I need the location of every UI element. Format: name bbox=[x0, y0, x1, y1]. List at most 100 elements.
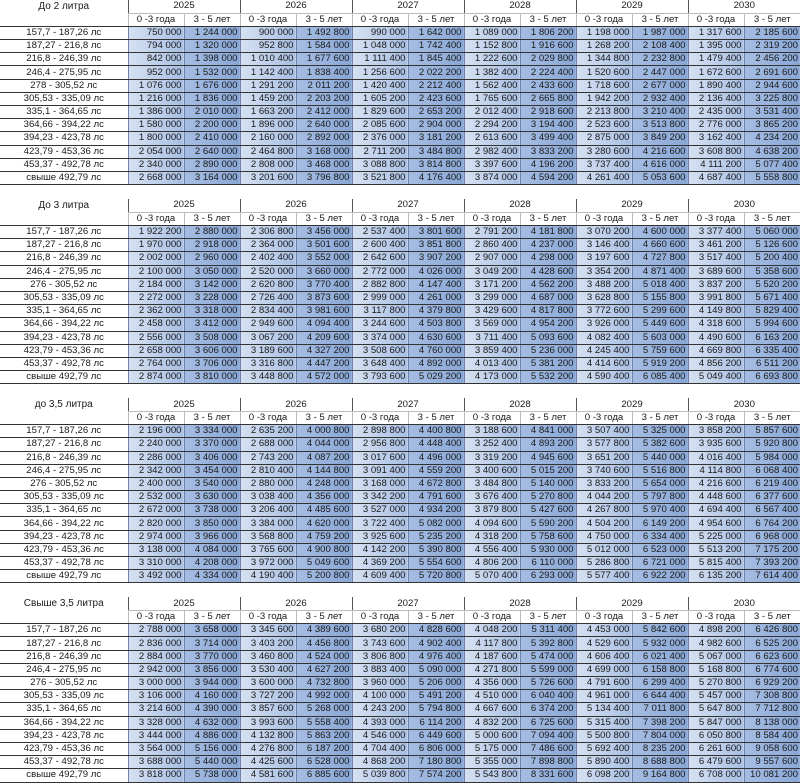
price-cell: 2 196 000 bbox=[127, 424, 184, 439]
price-cell: 3 814 800 bbox=[407, 158, 464, 172]
power-range-label: 423,79 - 453,36 лс bbox=[0, 742, 128, 757]
power-range-label: свыше 492,79 лс bbox=[0, 171, 128, 186]
price-cell: 7 393 200 bbox=[743, 556, 800, 571]
price-cell: 2 011 200 bbox=[295, 79, 352, 93]
power-range-label: 276 - 305,52 лс bbox=[0, 477, 128, 492]
table-row: свыше 492,79 лс 3 492 000 4 334 000 4 190 4… bbox=[0, 569, 800, 584]
power-range-label: 305,53 - 335,09 лс bbox=[0, 689, 128, 704]
price-cell: 3 793 600 bbox=[351, 370, 408, 385]
table-row: 364,66 - 394,22 лс 1 580 000 2 200 000 1 89… bbox=[0, 118, 800, 133]
price-cell: 1 111 400 bbox=[351, 52, 408, 67]
price-cell: 3 228 000 bbox=[183, 291, 240, 306]
price-cell: 3 810 000 bbox=[183, 370, 240, 385]
power-range-label: 335,1 - 364,65 лс bbox=[0, 105, 128, 120]
price-cell: 4 026 000 bbox=[407, 265, 464, 279]
power-range-label: 276 - 305,52 лс bbox=[0, 676, 128, 691]
price-cell: 3 658 000 bbox=[183, 623, 240, 638]
price-cell: 9 164 800 bbox=[631, 768, 688, 783]
power-range-label: 187,27 - 216,8 лс bbox=[0, 437, 128, 452]
price-cell: 1 605 200 bbox=[351, 92, 408, 107]
price-cell: 3 568 800 bbox=[239, 530, 296, 544]
price-cell: 3 162 400 bbox=[687, 131, 744, 146]
price-cell: 5 140 000 bbox=[519, 477, 576, 492]
price-cell: 2 776 000 bbox=[687, 118, 744, 133]
age-0-3-header: 0 -3 года bbox=[239, 212, 296, 227]
age-0-3-header: 0 -3 года bbox=[239, 13, 296, 27]
price-cell: 3 244 600 bbox=[351, 317, 408, 332]
power-range-label: 364,66 - 394,22 лс bbox=[0, 516, 128, 531]
age-3-5-header: 3 - 5 лет bbox=[519, 13, 576, 27]
price-cell: 4 638 200 bbox=[743, 145, 800, 159]
power-range-label: 394,23 - 423,78 лс bbox=[0, 331, 128, 345]
price-cell: 5 930 000 bbox=[519, 543, 576, 558]
price-cell: 5 077 400 bbox=[743, 158, 800, 172]
price-cell: 5 235 200 bbox=[407, 530, 464, 544]
power-range-label: 423,79 - 453,36 лс bbox=[0, 344, 128, 358]
price-cell: 4 448 600 bbox=[687, 490, 744, 505]
power-range-label: 335,1 - 364,65 лс bbox=[0, 702, 128, 717]
price-cell: 2 240 000 bbox=[127, 437, 184, 452]
price-cell: 3 499 400 bbox=[519, 131, 576, 146]
price-cell: 3 833 200 bbox=[575, 477, 632, 492]
price-cell: 2 640 000 bbox=[295, 118, 352, 133]
price-cell: 5 491 200 bbox=[407, 689, 464, 704]
price-cell: 5 738 000 bbox=[183, 768, 240, 783]
power-range-label: 305,53 - 335,09 лс bbox=[0, 490, 128, 505]
price-cell: 2 364 000 bbox=[239, 238, 296, 253]
price-cell: 5 449 600 bbox=[631, 317, 688, 332]
table-title: до 3,5 литра bbox=[34, 398, 93, 410]
price-cell: 4 016 400 bbox=[687, 451, 744, 465]
price-cell: 3 501 600 bbox=[295, 238, 352, 253]
power-range-label: 453,37 - 492,78 лс bbox=[0, 357, 128, 372]
price-cell: 4 817 800 bbox=[519, 304, 576, 319]
power-range-label: 305,53 - 335,09 лс bbox=[0, 291, 128, 306]
price-cell: 3 569 000 bbox=[463, 317, 520, 332]
price-cell: 2 412 000 bbox=[295, 105, 352, 120]
price-cell: 7 614 400 bbox=[743, 569, 800, 584]
price-cell: 3 737 400 bbox=[575, 158, 632, 172]
year-header: 2026 bbox=[239, 398, 352, 412]
price-cell: 3 460 800 bbox=[239, 650, 296, 664]
price-cell: 5 000 600 bbox=[463, 729, 520, 743]
price-cell: 4 828 600 bbox=[407, 623, 464, 638]
power-range-label: 157,7 - 187,26 лс bbox=[0, 424, 128, 439]
price-cell: 3 319 200 bbox=[463, 451, 520, 465]
price-cell: 6 219 400 bbox=[743, 477, 800, 492]
price-cell: 3 448 800 bbox=[239, 370, 296, 385]
price-table-block: До 2 литра 2025 2026 2027 2028 2029 2030 0 -3 г… bbox=[0, 0, 800, 186]
price-cell: 4 594 200 bbox=[519, 171, 576, 186]
age-3-5-header: 3 - 5 лет bbox=[295, 411, 352, 426]
price-cell: 4 393 000 bbox=[351, 716, 408, 730]
price-cell: 5 093 600 bbox=[519, 331, 576, 345]
table-row: 305,53 - 335,09 лс 2 272 000 3 228 000 2 72… bbox=[0, 291, 800, 306]
price-cell: 1 676 000 bbox=[183, 79, 240, 93]
price-cell: 3 000 000 bbox=[127, 676, 184, 691]
price-cell: 3 456 000 bbox=[295, 225, 352, 240]
year-header: 2027 bbox=[351, 398, 464, 412]
price-cell: 4 369 200 bbox=[351, 556, 408, 571]
price-cell: 6 806 000 bbox=[407, 742, 464, 757]
price-cell: 5 919 200 bbox=[631, 357, 688, 372]
price-cell: 4 620 000 bbox=[295, 516, 352, 531]
price-cell: 1 829 600 bbox=[351, 105, 408, 120]
price-cell: 4 856 200 bbox=[687, 357, 744, 372]
price-cell: 2 319 200 bbox=[743, 39, 800, 54]
price-cell: 2 556 000 bbox=[127, 331, 184, 345]
price-cell: 3 429 600 bbox=[463, 304, 520, 319]
price-cell: 4 699 000 bbox=[575, 663, 632, 678]
price-cell: 5 758 600 bbox=[519, 530, 576, 544]
price-cell: 5 994 600 bbox=[743, 317, 800, 332]
price-cell: 7 898 800 bbox=[519, 755, 576, 770]
price-cell: 4 954 600 bbox=[687, 516, 744, 531]
power-range-label: 394,23 - 423,78 лс bbox=[0, 530, 128, 544]
price-cell: 2 677 000 bbox=[631, 79, 688, 93]
price-cell: 3 252 400 bbox=[463, 437, 520, 452]
power-range-label: 364,66 - 394,22 лс bbox=[0, 317, 128, 332]
price-cell: 5 513 200 bbox=[687, 543, 744, 558]
price-cell: 5 082 000 bbox=[407, 516, 464, 531]
price-cell: 2 232 800 bbox=[631, 52, 688, 67]
price-cell: 3 225 800 bbox=[743, 92, 800, 107]
price-cell: 2 640 000 bbox=[183, 145, 240, 159]
price-cell: 3 318 000 bbox=[183, 304, 240, 319]
table-row: 216,8 - 246,39 лс 2 884 000 3 770 000 3 460… bbox=[0, 650, 800, 664]
